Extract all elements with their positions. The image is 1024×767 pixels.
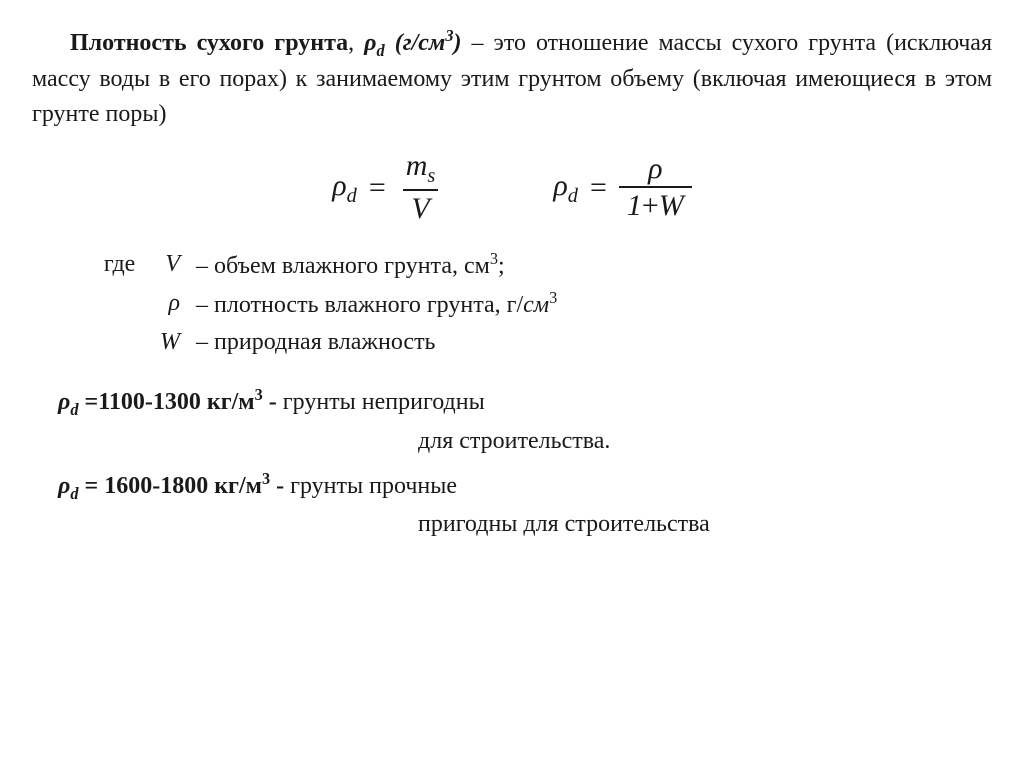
equation-1: ρd = ms V [332,150,443,225]
intro-symbol: ρd [364,30,385,56]
intro-paragraph: Плотность сухого грунта, ρd (г/см3) – эт… [32,24,992,132]
where-block: где V – объем влажного грунта, см3; ρ – … [50,247,992,359]
range-2-sub: пригодны для строительства [58,507,992,542]
equation-2: ρd = ρ 1+W [553,153,691,222]
ranges-block: ρd =1100-1300 кг/м3 - грунты непригодны … [58,383,992,541]
range-1: ρd =1100-1300 кг/м3 - грунты непригодны [58,383,992,421]
range-1-sub: для строительства. [58,424,992,459]
intro-unit: (г/см3) [385,30,462,56]
range-2: ρd = 1600-1800 кг/м3 - грунты прочные [58,467,992,505]
intro-lead: Плотность сухого грунта [70,30,348,56]
equation-row: ρd = ms V ρd = ρ 1+W [32,150,992,225]
where-label: где V [50,247,190,284]
